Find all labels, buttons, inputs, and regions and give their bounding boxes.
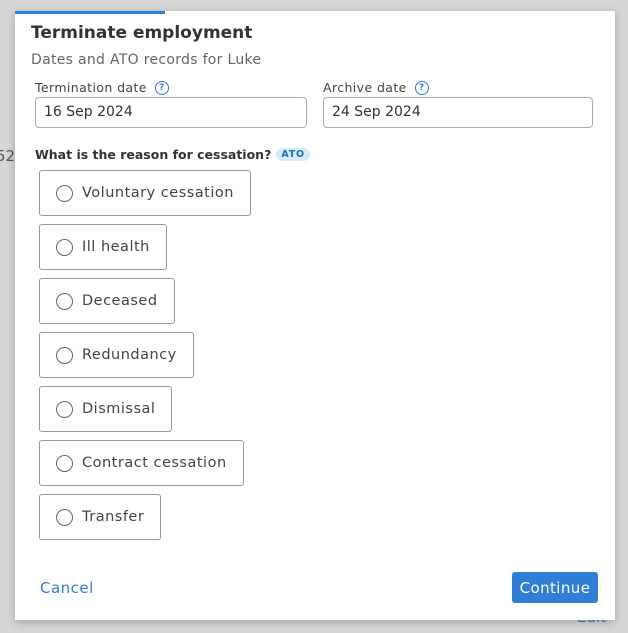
option-label: Deceased — [82, 293, 158, 309]
radio-option[interactable]: Voluntary cessation — [39, 170, 251, 216]
option-label: Voluntary cessation — [82, 185, 234, 201]
radio-button[interactable] — [56, 184, 73, 202]
option-label: Transfer — [82, 509, 145, 525]
radio-button[interactable] — [56, 346, 73, 364]
field-label: Archive date — [323, 80, 407, 95]
help-icon[interactable]: ? — [414, 80, 429, 95]
radio-option[interactable]: Ill health — [39, 224, 167, 270]
radio-option[interactable]: Transfer — [39, 494, 162, 540]
dialog: Terminate employment Dates and ATO recor… — [15, 11, 615, 620]
option-label: Dismissal — [82, 401, 156, 417]
continue-button[interactable]: Continue — [512, 572, 598, 603]
dialog-title: Terminate employment — [31, 23, 253, 43]
field: Termination date? 16 Sep 2024 — [35, 80, 307, 128]
radio-button[interactable] — [56, 292, 73, 310]
date-input[interactable]: 16 Sep 2024 — [35, 97, 307, 128]
radio-option[interactable]: Contract cessation — [39, 440, 244, 486]
dialog-subtitle: Dates and ATO records for Luke — [31, 52, 262, 68]
option-label: Redundancy — [82, 347, 177, 363]
radio-button[interactable] — [56, 454, 73, 472]
date-input[interactable]: 24 Sep 2024 — [323, 97, 593, 128]
options: Voluntary cessation Ill health Deceased Red… — [39, 170, 251, 540]
radio-option[interactable]: Redundancy — [39, 332, 194, 378]
background-text: 52, — [0, 147, 20, 165]
field: Archive date? 24 Sep 2024 — [323, 80, 593, 128]
radio-option[interactable]: Dismissal — [39, 386, 173, 432]
badge: ATO — [276, 148, 310, 161]
help-icon[interactable]: ? — [154, 80, 169, 95]
radio-option[interactable]: Deceased — [39, 278, 175, 324]
radio-button[interactable] — [56, 508, 73, 526]
question-text: What is the reason for cessation? — [35, 147, 272, 162]
radio-button[interactable] — [56, 400, 73, 418]
field-label: Termination date — [35, 80, 147, 95]
question: What is the reason for cessation? ATO — [35, 147, 310, 162]
radio-button[interactable] — [56, 238, 73, 256]
progress-bar — [15, 11, 165, 14]
option-label: Contract cessation — [82, 455, 227, 471]
option-label: Ill health — [82, 239, 150, 255]
cancel-button[interactable]: Cancel — [40, 579, 94, 597]
